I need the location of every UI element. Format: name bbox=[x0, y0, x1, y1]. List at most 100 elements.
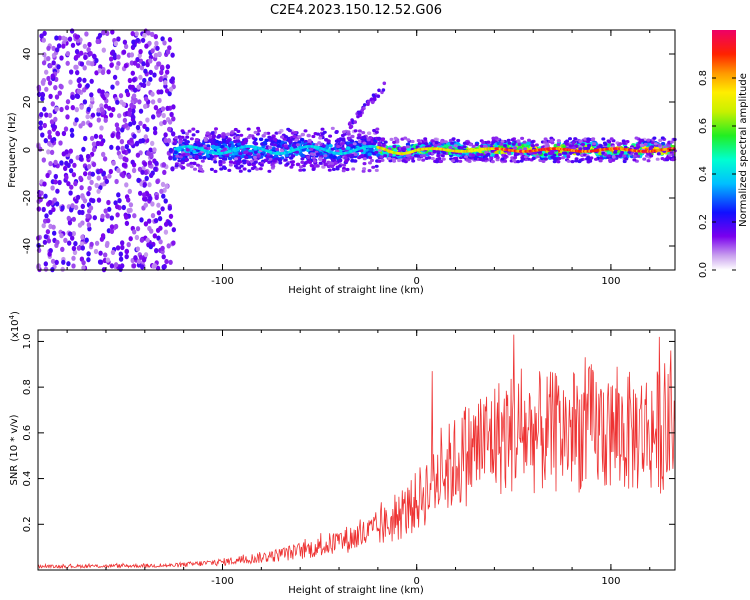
spectrogram-point bbox=[490, 160, 495, 164]
spectrogram-point bbox=[277, 131, 282, 135]
spectrogram-point bbox=[357, 129, 362, 133]
spectrogram-point bbox=[54, 94, 60, 100]
spectrogram-point bbox=[372, 128, 377, 133]
spectrogram-point bbox=[586, 137, 591, 141]
spectrogram-point bbox=[368, 147, 374, 152]
spectrogram-point bbox=[135, 37, 140, 43]
spectrogram-point bbox=[139, 65, 145, 71]
spectrogram-point bbox=[120, 127, 125, 133]
spectrogram-point bbox=[76, 77, 82, 84]
spectrogram-point bbox=[40, 91, 45, 98]
spectrogram-point bbox=[195, 130, 200, 134]
spectrogram-point bbox=[51, 45, 56, 52]
spectrogram-point bbox=[101, 29, 106, 36]
spectrogram-point bbox=[55, 130, 60, 136]
spectrogram-point bbox=[299, 165, 303, 169]
spectrogram-point bbox=[330, 147, 335, 151]
snr-xlabel: Height of straight line (km) bbox=[288, 585, 424, 596]
spectrogram-point bbox=[86, 60, 91, 66]
spectrogram-point bbox=[41, 37, 46, 43]
spectrogram-point bbox=[590, 137, 595, 142]
spectrogram-point bbox=[517, 142, 522, 147]
spectrogram-point bbox=[85, 83, 90, 89]
spectrogram-point bbox=[94, 182, 99, 189]
spectrogram-point bbox=[48, 93, 53, 99]
spectrogram-point bbox=[45, 172, 50, 179]
spectrogram-point bbox=[131, 120, 137, 126]
spectrogram-point bbox=[127, 111, 132, 117]
spectrogram-point bbox=[148, 69, 153, 75]
spectrogram-point bbox=[371, 93, 376, 97]
spectrogram-point bbox=[74, 54, 79, 61]
spectrogram-point bbox=[152, 126, 158, 132]
spectrogram-point bbox=[38, 146, 43, 152]
spectrogram-point bbox=[154, 160, 159, 166]
spectrogram-point bbox=[161, 112, 166, 119]
spectrogram-point bbox=[185, 148, 190, 152]
colorbar-tick-label: 0.2 bbox=[698, 214, 709, 230]
spectrogram-point bbox=[144, 96, 149, 102]
spectrogram-point bbox=[88, 50, 93, 57]
spectrogram-point bbox=[167, 126, 172, 132]
spectrogram-point bbox=[417, 157, 421, 161]
spectrogram-point bbox=[543, 153, 548, 157]
spectrogram-point bbox=[58, 83, 63, 89]
spectrogram-point bbox=[131, 167, 137, 174]
spectrogram-point bbox=[59, 233, 64, 239]
spectrogram-point bbox=[658, 138, 663, 142]
spectrogram-point bbox=[109, 228, 115, 234]
spectrogram-point bbox=[341, 147, 346, 151]
spectrogram-point bbox=[256, 154, 261, 158]
spectrogram-point bbox=[42, 106, 47, 112]
spectrogram-point bbox=[198, 155, 203, 160]
spectrogram-point bbox=[124, 254, 129, 260]
spectrogram-point bbox=[634, 152, 638, 156]
spectrogram-point bbox=[203, 138, 208, 142]
spectrogram-point bbox=[211, 144, 216, 149]
spectrogram-point bbox=[158, 225, 163, 231]
spectrogram-point bbox=[232, 161, 237, 165]
spectrogram-point bbox=[139, 181, 144, 187]
spectrogram-point bbox=[123, 162, 128, 168]
spectrogram-point bbox=[54, 259, 59, 265]
spectrogram-point bbox=[381, 88, 386, 92]
spectrogram-point bbox=[481, 140, 486, 145]
spectrogram-point bbox=[75, 155, 80, 161]
spectrogram-point bbox=[440, 140, 444, 144]
spectrogram-point bbox=[180, 160, 185, 165]
spectrogram-point bbox=[405, 142, 411, 147]
spectrogram-point bbox=[38, 120, 43, 126]
spectrogram-point bbox=[520, 136, 525, 140]
spectrogram-point bbox=[406, 138, 411, 142]
spectrogram-point bbox=[39, 33, 44, 39]
spectrogram-point bbox=[186, 152, 190, 156]
spectrogram-point bbox=[150, 201, 155, 207]
spectrogram-point bbox=[118, 93, 124, 99]
spectrogram-point bbox=[79, 185, 84, 191]
spectrogram-point bbox=[239, 164, 244, 168]
spectrogram-point bbox=[206, 144, 211, 148]
spectrogram-point bbox=[60, 266, 65, 272]
spectrogram-point bbox=[189, 161, 194, 165]
spectrogram-point bbox=[194, 140, 199, 144]
spectrogram-point bbox=[336, 144, 341, 149]
spectrogram-point bbox=[262, 141, 267, 145]
spectrogram-point bbox=[174, 164, 179, 168]
spectrogram-point bbox=[311, 134, 316, 139]
spectrogram-point bbox=[42, 181, 47, 187]
spectrogram-point bbox=[574, 157, 579, 161]
spectrogram-point bbox=[377, 136, 381, 140]
spectrogram-point bbox=[391, 157, 396, 162]
spectrogram-point bbox=[150, 99, 156, 105]
spectrogram-point bbox=[152, 263, 158, 269]
spectrogram-point bbox=[607, 140, 612, 144]
spectrogram-point bbox=[621, 141, 626, 145]
spectrogram-point bbox=[71, 231, 77, 237]
spectrogram-point bbox=[503, 144, 507, 148]
spectrogram-point bbox=[143, 68, 148, 74]
spectrogram-point bbox=[76, 194, 81, 200]
spectrogram-point bbox=[162, 119, 167, 125]
spectrogram-point bbox=[151, 114, 156, 120]
spectrogram-point bbox=[60, 205, 65, 211]
spectrogram-ytick-label: 20 bbox=[22, 96, 33, 109]
